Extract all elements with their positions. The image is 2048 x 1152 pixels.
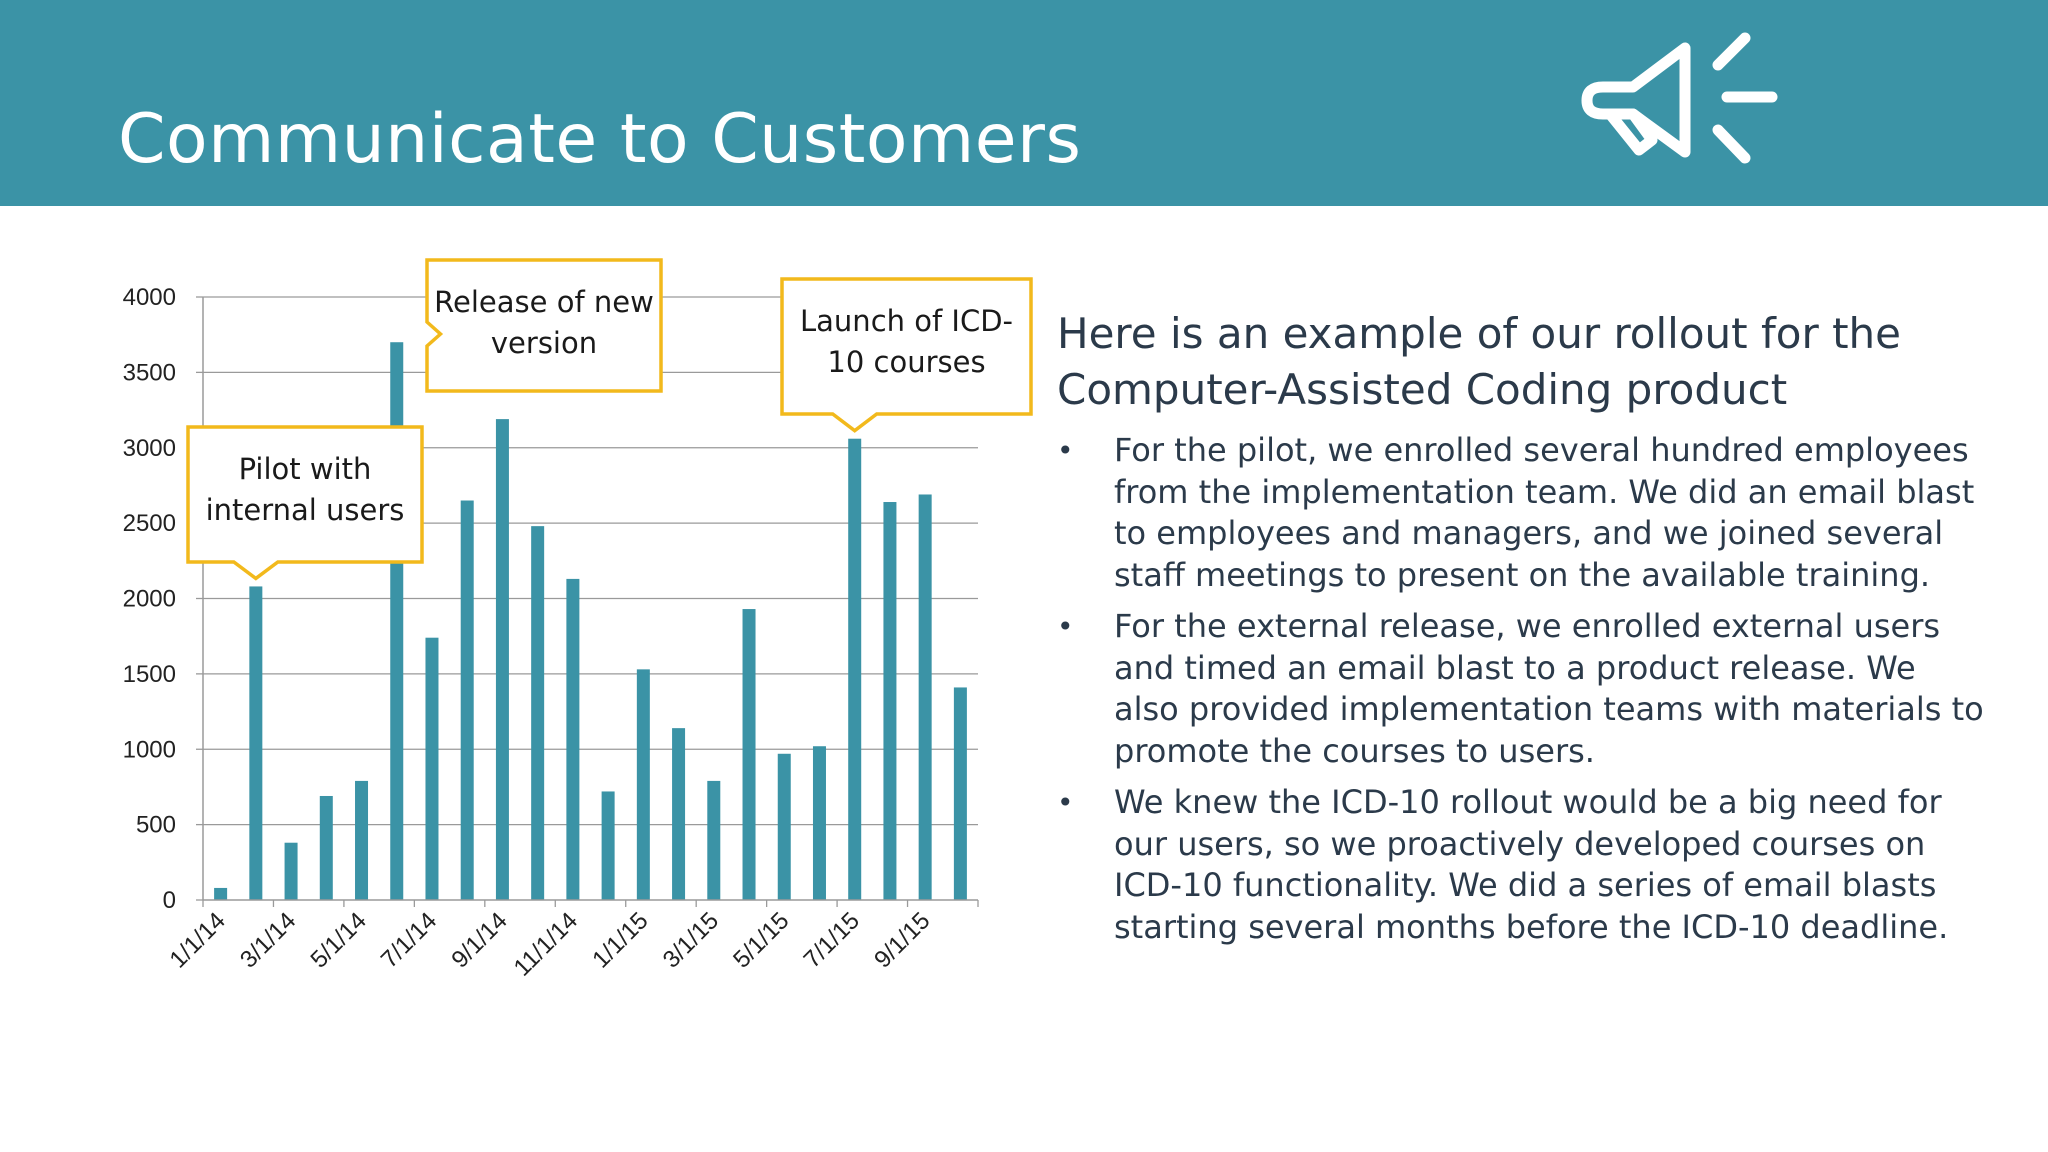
callout-box: [780, 277, 1033, 433]
section-heading: Here is an example of our rollout for th…: [1057, 309, 1901, 414]
bullet-marker: •: [1057, 610, 1074, 643]
callout-text: Release of new: [434, 285, 654, 319]
bar: [812, 746, 826, 900]
callout-box: [186, 425, 424, 581]
rollout-description: Here is an example of our rollout for th…: [1057, 306, 1987, 958]
y-tick-label: 3500: [123, 359, 176, 386]
bar: [425, 637, 439, 900]
y-tick-label: 1000: [123, 736, 176, 763]
callout-box: [425, 258, 663, 393]
x-tick-label: 7/1/15: [799, 907, 865, 973]
bar: [742, 609, 756, 900]
bullet-item: • For the external release, we enrolled …: [1057, 606, 1987, 772]
x-tick-label: 3/1/15: [658, 907, 724, 973]
bar: [777, 753, 791, 900]
callouts: Pilot with internal users Release of new ve…: [186, 258, 1033, 581]
bar: [355, 780, 369, 900]
bar: [883, 502, 897, 900]
page-title: Communicate to Customers: [118, 100, 1082, 179]
bullet-text: We knew the ICD-10 rollout would be a bi…: [1114, 783, 1949, 946]
y-tick-label: 1500: [123, 661, 176, 688]
y-tick-label: 0: [163, 887, 176, 914]
bar: [495, 419, 509, 900]
callout-text: Launch of ICD-: [800, 304, 1013, 338]
bullet-marker: •: [1057, 786, 1074, 819]
x-tick-label: 7/1/14: [376, 907, 442, 973]
x-tick-label: 11/1/14: [509, 907, 583, 981]
callout-text: 10 courses: [827, 345, 985, 379]
bar: [460, 500, 474, 900]
bar: [848, 438, 862, 900]
bar: [953, 687, 967, 900]
y-tick-label: 2000: [123, 586, 176, 613]
y-tick-label: 2500: [123, 510, 176, 537]
x-tick-label: 1/1/15: [587, 907, 653, 973]
bar: [249, 586, 263, 900]
bar: [918, 494, 932, 900]
bullet-item: • For the pilot, we enrolled several hun…: [1057, 430, 1987, 596]
y-tick-label: 3000: [123, 435, 176, 462]
y-tick-label: 4000: [123, 284, 176, 311]
bar: [707, 780, 721, 900]
x-tick-label: 5/1/15: [728, 907, 794, 973]
bullet-item: • We knew the ICD-10 rollout would be a …: [1057, 782, 1987, 948]
bar: [636, 669, 650, 900]
x-tick-label: 5/1/14: [305, 907, 371, 973]
bar: [672, 728, 686, 900]
title-bar: Communicate to Customers: [0, 0, 2048, 206]
bar: [319, 795, 333, 900]
bar: [214, 887, 228, 900]
x-tick-label: 1/1/14: [165, 907, 231, 973]
bullet-text: For the external release, we enrolled ex…: [1114, 607, 1984, 770]
bar: [566, 578, 580, 900]
callout-text: version: [491, 326, 597, 360]
bar: [601, 791, 615, 900]
x-tick-label: 9/1/15: [869, 907, 935, 973]
bar: [531, 526, 545, 900]
callout-text: Pilot with: [239, 452, 372, 486]
x-tick-label: 9/1/14: [446, 907, 512, 973]
bullet-text: For the pilot, we enrolled several hundr…: [1114, 431, 1975, 594]
bars: [214, 342, 967, 901]
bar: [284, 842, 298, 900]
megaphone-icon: [1581, 32, 1778, 164]
x-tick-label: 3/1/14: [235, 907, 301, 973]
bullet-marker: •: [1057, 434, 1074, 467]
callout-text: internal users: [206, 493, 405, 527]
y-tick-label: 500: [136, 812, 176, 839]
bullet-list: • For the pilot, we enrolled several hun…: [1057, 430, 1987, 948]
